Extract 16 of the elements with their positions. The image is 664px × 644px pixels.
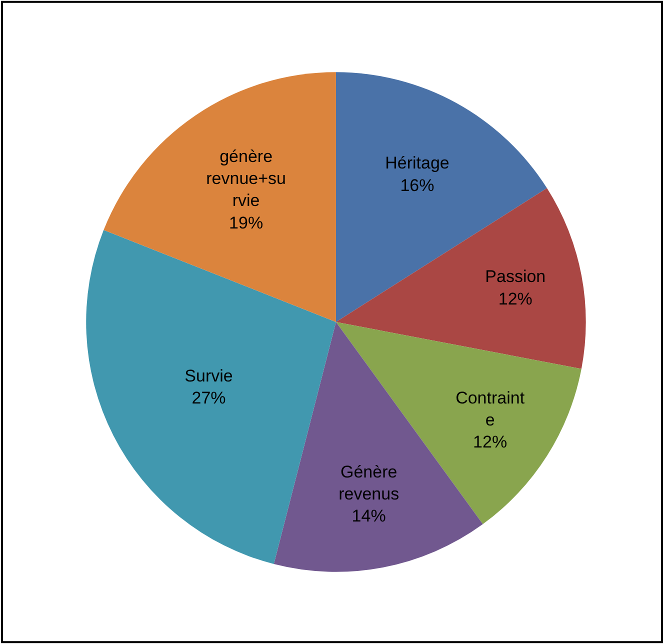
slice-label: Contrainte bbox=[456, 388, 525, 430]
data-label: 12% bbox=[473, 432, 508, 452]
pie-slice bbox=[104, 72, 336, 322]
data-label: 16% bbox=[400, 176, 434, 195]
data-label: 12% bbox=[498, 289, 532, 308]
slice-label: Héritage bbox=[385, 154, 450, 173]
slice-label: génère revnue+survie bbox=[206, 147, 286, 210]
pie-slice bbox=[336, 322, 582, 524]
data-label: 19% bbox=[229, 213, 264, 232]
slice-label: Passion bbox=[485, 267, 546, 286]
pie-slice bbox=[86, 230, 336, 564]
data-label: 14% bbox=[352, 506, 386, 526]
pie-slice bbox=[336, 72, 547, 322]
data-label: 27% bbox=[192, 388, 226, 408]
slice-label: Génère revenus bbox=[338, 462, 400, 504]
slice-label: Survie bbox=[184, 366, 233, 386]
